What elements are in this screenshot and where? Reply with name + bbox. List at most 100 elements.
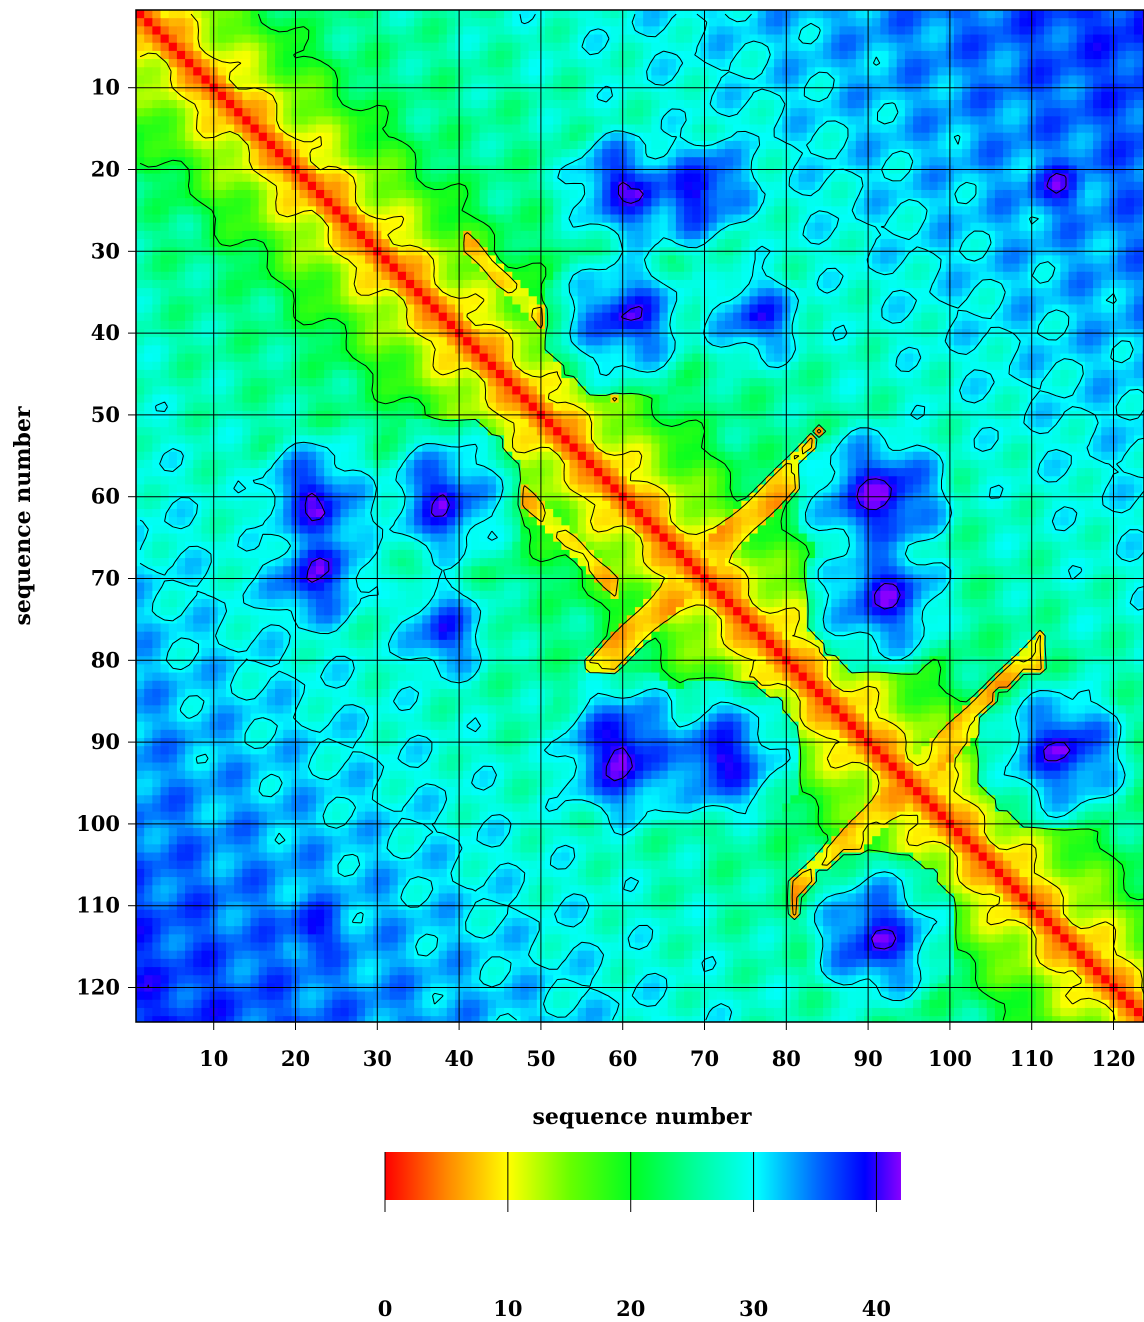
heatmap-cell <box>970 116 979 125</box>
heatmap-cell <box>381 124 390 134</box>
heatmap-cell <box>545 67 554 76</box>
heatmap-cell <box>896 50 906 60</box>
heatmap-cell <box>1043 239 1053 248</box>
heatmap-cell <box>602 157 611 166</box>
heatmap-cell <box>1003 108 1012 117</box>
heatmap-cell <box>258 108 268 117</box>
heatmap-cell <box>528 99 538 109</box>
heatmap-cell <box>602 296 611 305</box>
heatmap-cell <box>667 189 677 199</box>
heatmap-cell <box>1052 230 1061 240</box>
heatmap-cell <box>225 271 235 281</box>
heatmap-cell <box>504 42 513 52</box>
heatmap-cell <box>193 222 202 232</box>
heatmap-cell <box>438 198 448 207</box>
heatmap-cell <box>365 255 374 264</box>
heatmap-cell <box>438 157 448 166</box>
heatmap-cell <box>332 18 341 27</box>
heatmap-cell <box>1142 59 1144 68</box>
heatmap-cell <box>193 173 202 183</box>
heatmap-cell <box>1019 222 1029 232</box>
heatmap-cell <box>185 99 194 109</box>
heatmap-cell <box>225 75 235 85</box>
heatmap-cell <box>479 279 489 289</box>
heatmap-cell <box>324 116 333 125</box>
heatmap-cell <box>414 304 423 314</box>
heatmap-cell <box>733 271 742 281</box>
heatmap-cell <box>1076 198 1086 207</box>
heatmap-cell <box>1035 181 1045 191</box>
heatmap-cell <box>684 50 693 60</box>
heatmap-cell <box>904 26 914 35</box>
heatmap-cell <box>937 67 947 76</box>
heatmap-cell <box>512 189 521 199</box>
heatmap-cell <box>422 173 431 183</box>
heatmap-cell <box>1125 99 1135 109</box>
heatmap-cell <box>430 149 440 158</box>
heatmap-cell <box>765 271 775 281</box>
heatmap-cell <box>839 75 849 85</box>
heatmap-cell <box>1060 304 1069 314</box>
heatmap-cell <box>217 99 227 109</box>
heatmap-cell <box>790 296 799 305</box>
heatmap-cell <box>1142 34 1144 44</box>
heatmap-cell <box>487 10 497 19</box>
heatmap-cell <box>954 206 963 215</box>
heatmap-cell <box>1052 296 1061 305</box>
heatmap-cell <box>986 230 996 240</box>
heatmap-cell <box>986 108 996 117</box>
heatmap-cell <box>643 312 652 322</box>
heatmap-cell <box>651 312 660 322</box>
heatmap-cell <box>921 140 930 150</box>
heatmap-cell <box>545 189 554 199</box>
heatmap-cell <box>659 189 669 199</box>
heatmap-cell <box>1093 108 1102 117</box>
heatmap-cell <box>724 149 734 158</box>
heatmap-cell <box>994 124 1004 134</box>
heatmap-cell <box>888 75 898 85</box>
heatmap-cell <box>970 67 979 76</box>
heatmap-cell <box>512 320 521 330</box>
heatmap-cell <box>315 157 325 166</box>
heatmap-cell <box>831 108 840 117</box>
heatmap-cell <box>258 10 268 19</box>
heatmap-cell <box>463 206 472 215</box>
heatmap-cell <box>1035 271 1045 281</box>
heatmap-cell <box>962 271 971 281</box>
heatmap-cell <box>340 239 350 248</box>
heatmap-cell <box>315 50 325 60</box>
heatmap-cell <box>749 108 759 117</box>
heatmap-cell <box>806 173 816 183</box>
heatmap-cell <box>921 189 930 199</box>
heatmap-cell <box>405 320 415 330</box>
heatmap-cell <box>585 132 595 142</box>
heatmap-cell <box>324 320 333 330</box>
heatmap-cell <box>708 320 718 330</box>
heatmap-cell <box>234 10 243 19</box>
heatmap-cell <box>1076 91 1086 101</box>
heatmap-cell <box>855 214 865 224</box>
heatmap-cell <box>1084 214 1094 224</box>
heatmap-cell <box>193 296 202 305</box>
heatmap-cell <box>921 124 930 134</box>
heatmap-cell <box>365 67 374 76</box>
heatmap-cell <box>136 206 145 215</box>
heatmap-cell <box>1035 132 1045 142</box>
heatmap-cell <box>365 18 374 27</box>
heatmap-cell <box>479 320 489 330</box>
heatmap-cell <box>553 157 562 166</box>
heatmap-cell <box>1060 59 1069 68</box>
heatmap-cell <box>1117 206 1127 215</box>
heatmap-cell <box>225 18 235 27</box>
heatmap-cell <box>774 99 783 109</box>
heatmap-cell <box>651 75 660 85</box>
heatmap-cell <box>217 271 227 281</box>
heatmap-cell <box>332 140 341 150</box>
heatmap-cell <box>929 230 939 240</box>
heatmap-cell <box>847 157 857 166</box>
heatmap-cell <box>504 149 513 158</box>
heatmap-cell <box>504 108 513 117</box>
heatmap-cell <box>340 99 350 109</box>
heatmap-cell <box>152 18 161 27</box>
heatmap-cell <box>880 108 889 117</box>
